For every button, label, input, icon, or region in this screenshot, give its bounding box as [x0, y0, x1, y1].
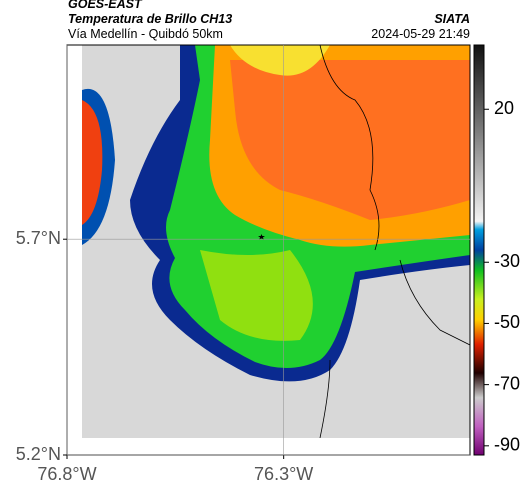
y-tick-label: 5.2°N: [16, 444, 61, 464]
colorbar: [473, 44, 485, 456]
colorbar-tick-label: -90: [494, 435, 520, 455]
source: SIATA: [434, 12, 470, 26]
colorbar-tick-label: -50: [494, 312, 520, 332]
location: Vía Medellín - Quibdó 50km: [68, 27, 223, 41]
city-marker: [258, 234, 265, 240]
y-tick-label: 5.7°N: [16, 228, 61, 248]
colorbar-tick-label: -70: [494, 373, 520, 393]
colorbar-tick-label: -30: [494, 251, 520, 271]
datetime: 2024-05-29 21:49: [371, 27, 470, 41]
x-tick-label: 76.3°W: [254, 464, 313, 484]
title: GOES-EAST: [68, 0, 143, 11]
colorbar-tick-label: 20: [494, 98, 514, 118]
satellite-image: [82, 45, 470, 438]
subtitle: Temperatura de Brillo CH13: [68, 12, 232, 26]
x-tick-label: 76.8°W: [37, 464, 96, 484]
